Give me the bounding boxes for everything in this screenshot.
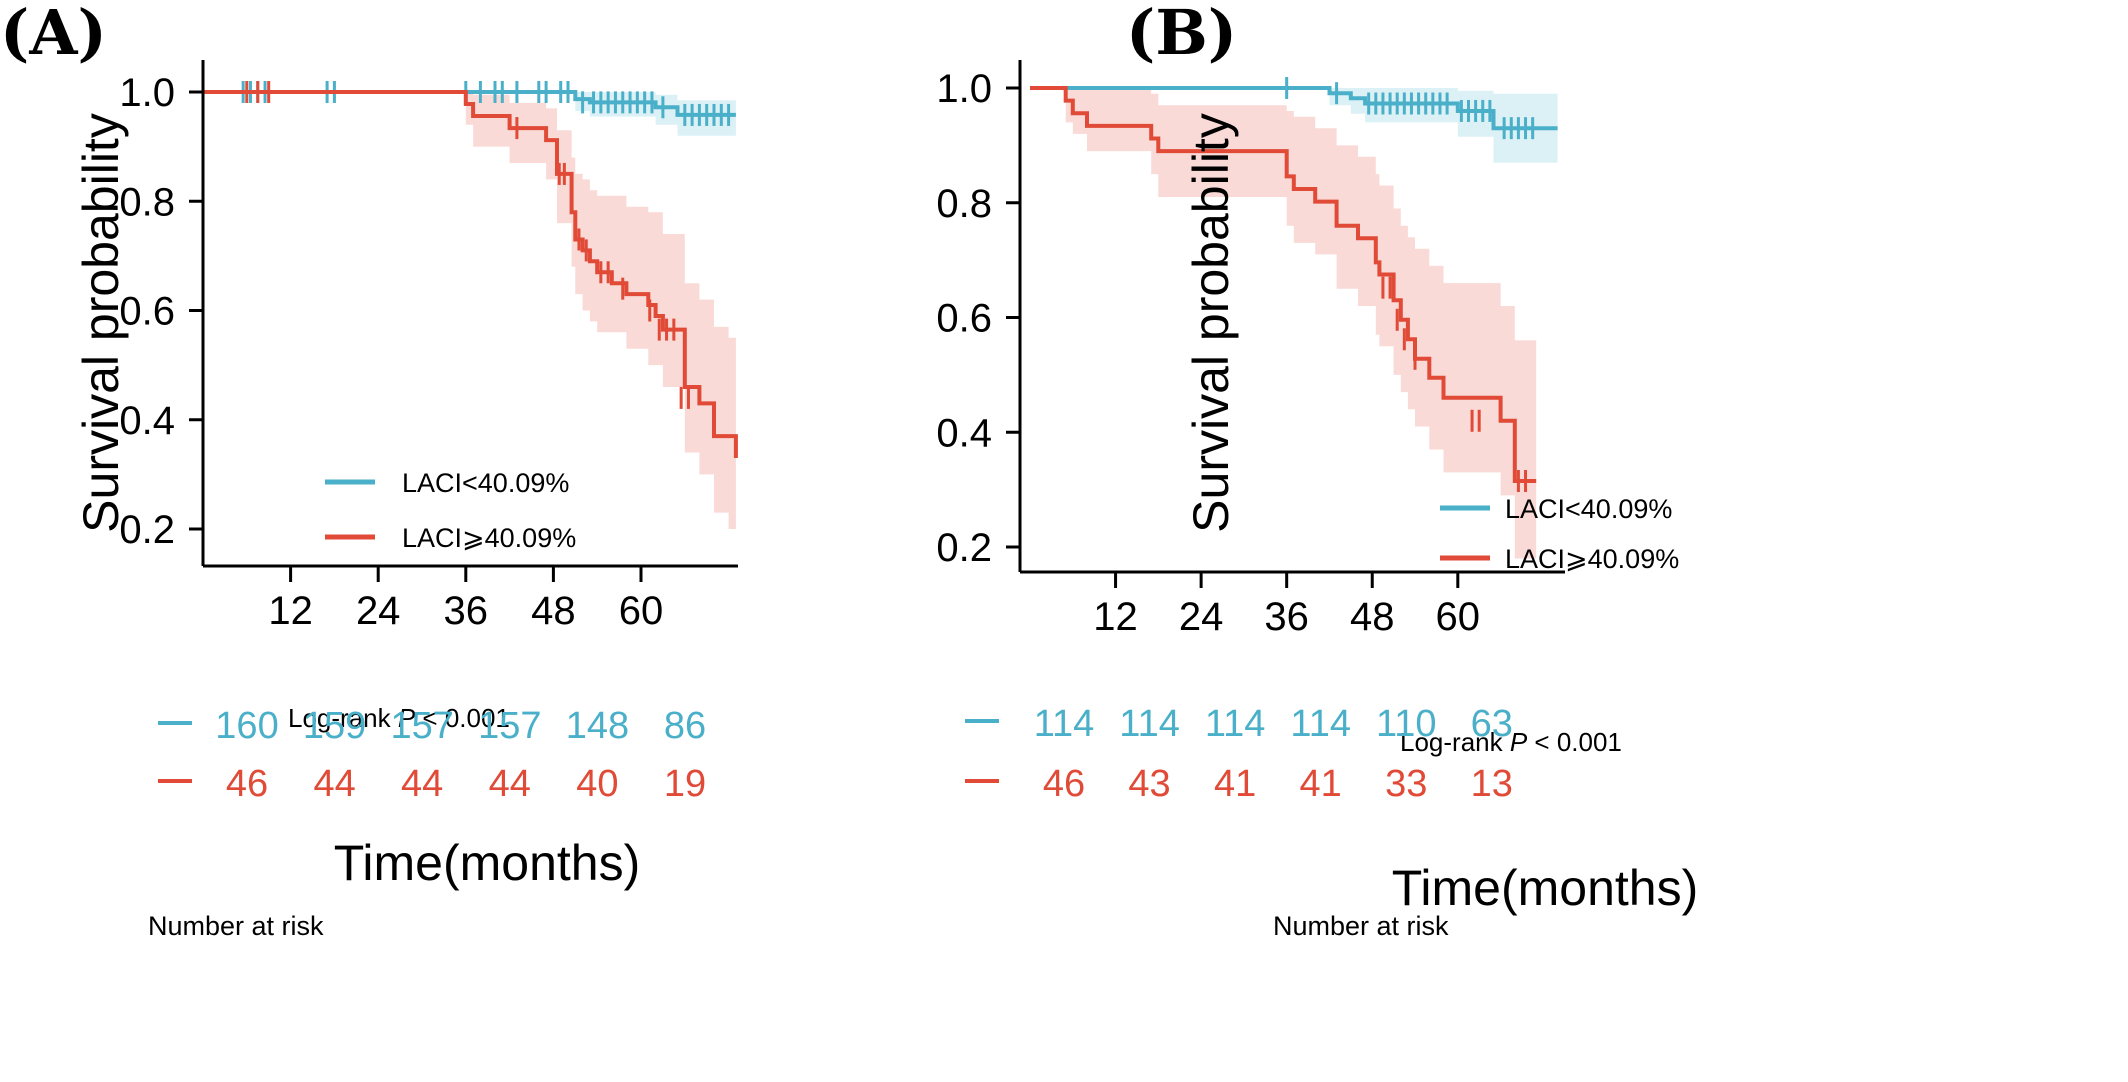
high-risk-count: 44: [489, 763, 531, 805]
y-tick-label: 0.6: [119, 290, 175, 334]
high-risk-count: 33: [1385, 763, 1427, 805]
panel-b-logrank: Log-rank P < 0.001: [1400, 727, 1622, 757]
high-confidence-band: [203, 92, 736, 529]
x-tick-label: 48: [1350, 595, 1395, 639]
x-tick-label: 48: [531, 589, 576, 633]
low-risk-count: 114: [1290, 703, 1351, 745]
x-tick-label: 36: [1264, 595, 1309, 639]
y-tick-label: 0.4: [119, 399, 175, 443]
high-confidence-band: [1030, 88, 1537, 559]
panel-a-label: (A): [0, 0, 107, 69]
y-tick-label: 0.2: [936, 526, 992, 570]
logrank-prefix: Log-rank: [1400, 727, 1510, 757]
y-tick-label: 1.0: [936, 67, 992, 111]
low-risk-count: 159: [303, 705, 366, 747]
panel-a-x-axis-title: Time(months): [334, 835, 641, 891]
high-risk-count: 40: [576, 763, 618, 805]
y-tick-label: 0.2: [119, 508, 175, 552]
legend-low-label: LACI<40.09%: [1505, 494, 1672, 524]
risk-table-title: Number at risk: [148, 911, 324, 941]
panel-b-legend: LACI<40.09% LACI⩾40.09%: [1440, 494, 1679, 574]
panel-a-legend: LACI<40.09% LACI⩾40.09%: [325, 468, 576, 553]
panel-a: (A) 0.2 0.4 0.6 0.8 1.0 12 24 36 48 60 Survival p…: [0, 0, 738, 941]
low-risk-count: 110: [1376, 703, 1437, 745]
high-risk-count: 44: [313, 763, 355, 805]
x-tick-label: 24: [1179, 595, 1224, 639]
panel-b: (B) 0.2 0.4 0.6 0.8 1.0 12 24 36 48 60 Survival p…: [936, 0, 1698, 941]
x-tick-label: 12: [268, 589, 313, 633]
legend-high-label: LACI⩾40.09%: [402, 523, 576, 553]
y-tick-label: 1.0: [119, 71, 175, 115]
logrank-suffix: < 0.001: [415, 703, 510, 733]
high-survival-curve: [203, 90, 738, 458]
low-survival-curve: [1030, 86, 1558, 131]
legend-low-label: LACI<40.09%: [402, 468, 569, 498]
logrank-p: P: [1510, 727, 1528, 757]
high-risk-count: 43: [1128, 763, 1170, 805]
low-risk-count: 157: [390, 705, 453, 747]
risk-table-title: Number at risk: [1273, 911, 1449, 941]
x-tick-label: 12: [1093, 595, 1138, 639]
low-risk-count: 114: [1205, 703, 1266, 745]
low-risk-count: 114: [1119, 703, 1180, 745]
low-risk-count: 160: [215, 705, 278, 747]
y-tick-label: 0.6: [936, 297, 992, 341]
x-tick-label: 24: [356, 589, 401, 633]
low-risk-count: 86: [664, 705, 706, 747]
y-tick-label: 0.4: [936, 411, 992, 455]
x-tick-label: 60: [619, 589, 664, 633]
panel-b-y-axis-title: Survival probability: [1183, 113, 1239, 533]
low-risk-count: 157: [478, 705, 541, 747]
panel-b-risk-table: Number at risk 114 114 114 114 110 63 46 43 41 41…: [965, 703, 1513, 941]
legend-high-label: LACI⩾40.09%: [1505, 544, 1679, 574]
high-risk-count: 41: [1214, 763, 1256, 805]
high-survival-curve: [1030, 86, 1537, 483]
high-risk-count: 46: [1043, 763, 1085, 805]
panel-b-label: (B): [1126, 0, 1237, 69]
low-risk-count: 114: [1034, 703, 1095, 745]
low-risk-count: 63: [1471, 703, 1513, 745]
high-risk-count: 41: [1300, 763, 1342, 805]
panel-a-risk-table: Number at risk 160 159 157 157 148 86 46 44 44 44…: [148, 705, 706, 941]
y-tick-label: 0.8: [119, 180, 175, 224]
high-risk-count: 46: [226, 763, 268, 805]
low-risk-count: 148: [566, 705, 629, 747]
logrank-p: P: [398, 703, 416, 733]
high-risk-count: 44: [401, 763, 443, 805]
panel-a-y-axis-title: Survival probability: [73, 113, 129, 533]
logrank-suffix: < 0.001: [1527, 727, 1622, 757]
panel-b-x-axis-title: Time(months): [1392, 860, 1699, 916]
x-tick-label: 36: [444, 589, 489, 633]
panel-a-logrank: Log-rank P < 0.001: [288, 703, 510, 733]
y-tick-label: 0.8: [936, 182, 992, 226]
x-tick-label: 60: [1436, 595, 1481, 639]
high-risk-count: 19: [664, 763, 706, 805]
logrank-prefix: Log-rank: [288, 703, 398, 733]
high-risk-count: 13: [1471, 763, 1513, 805]
